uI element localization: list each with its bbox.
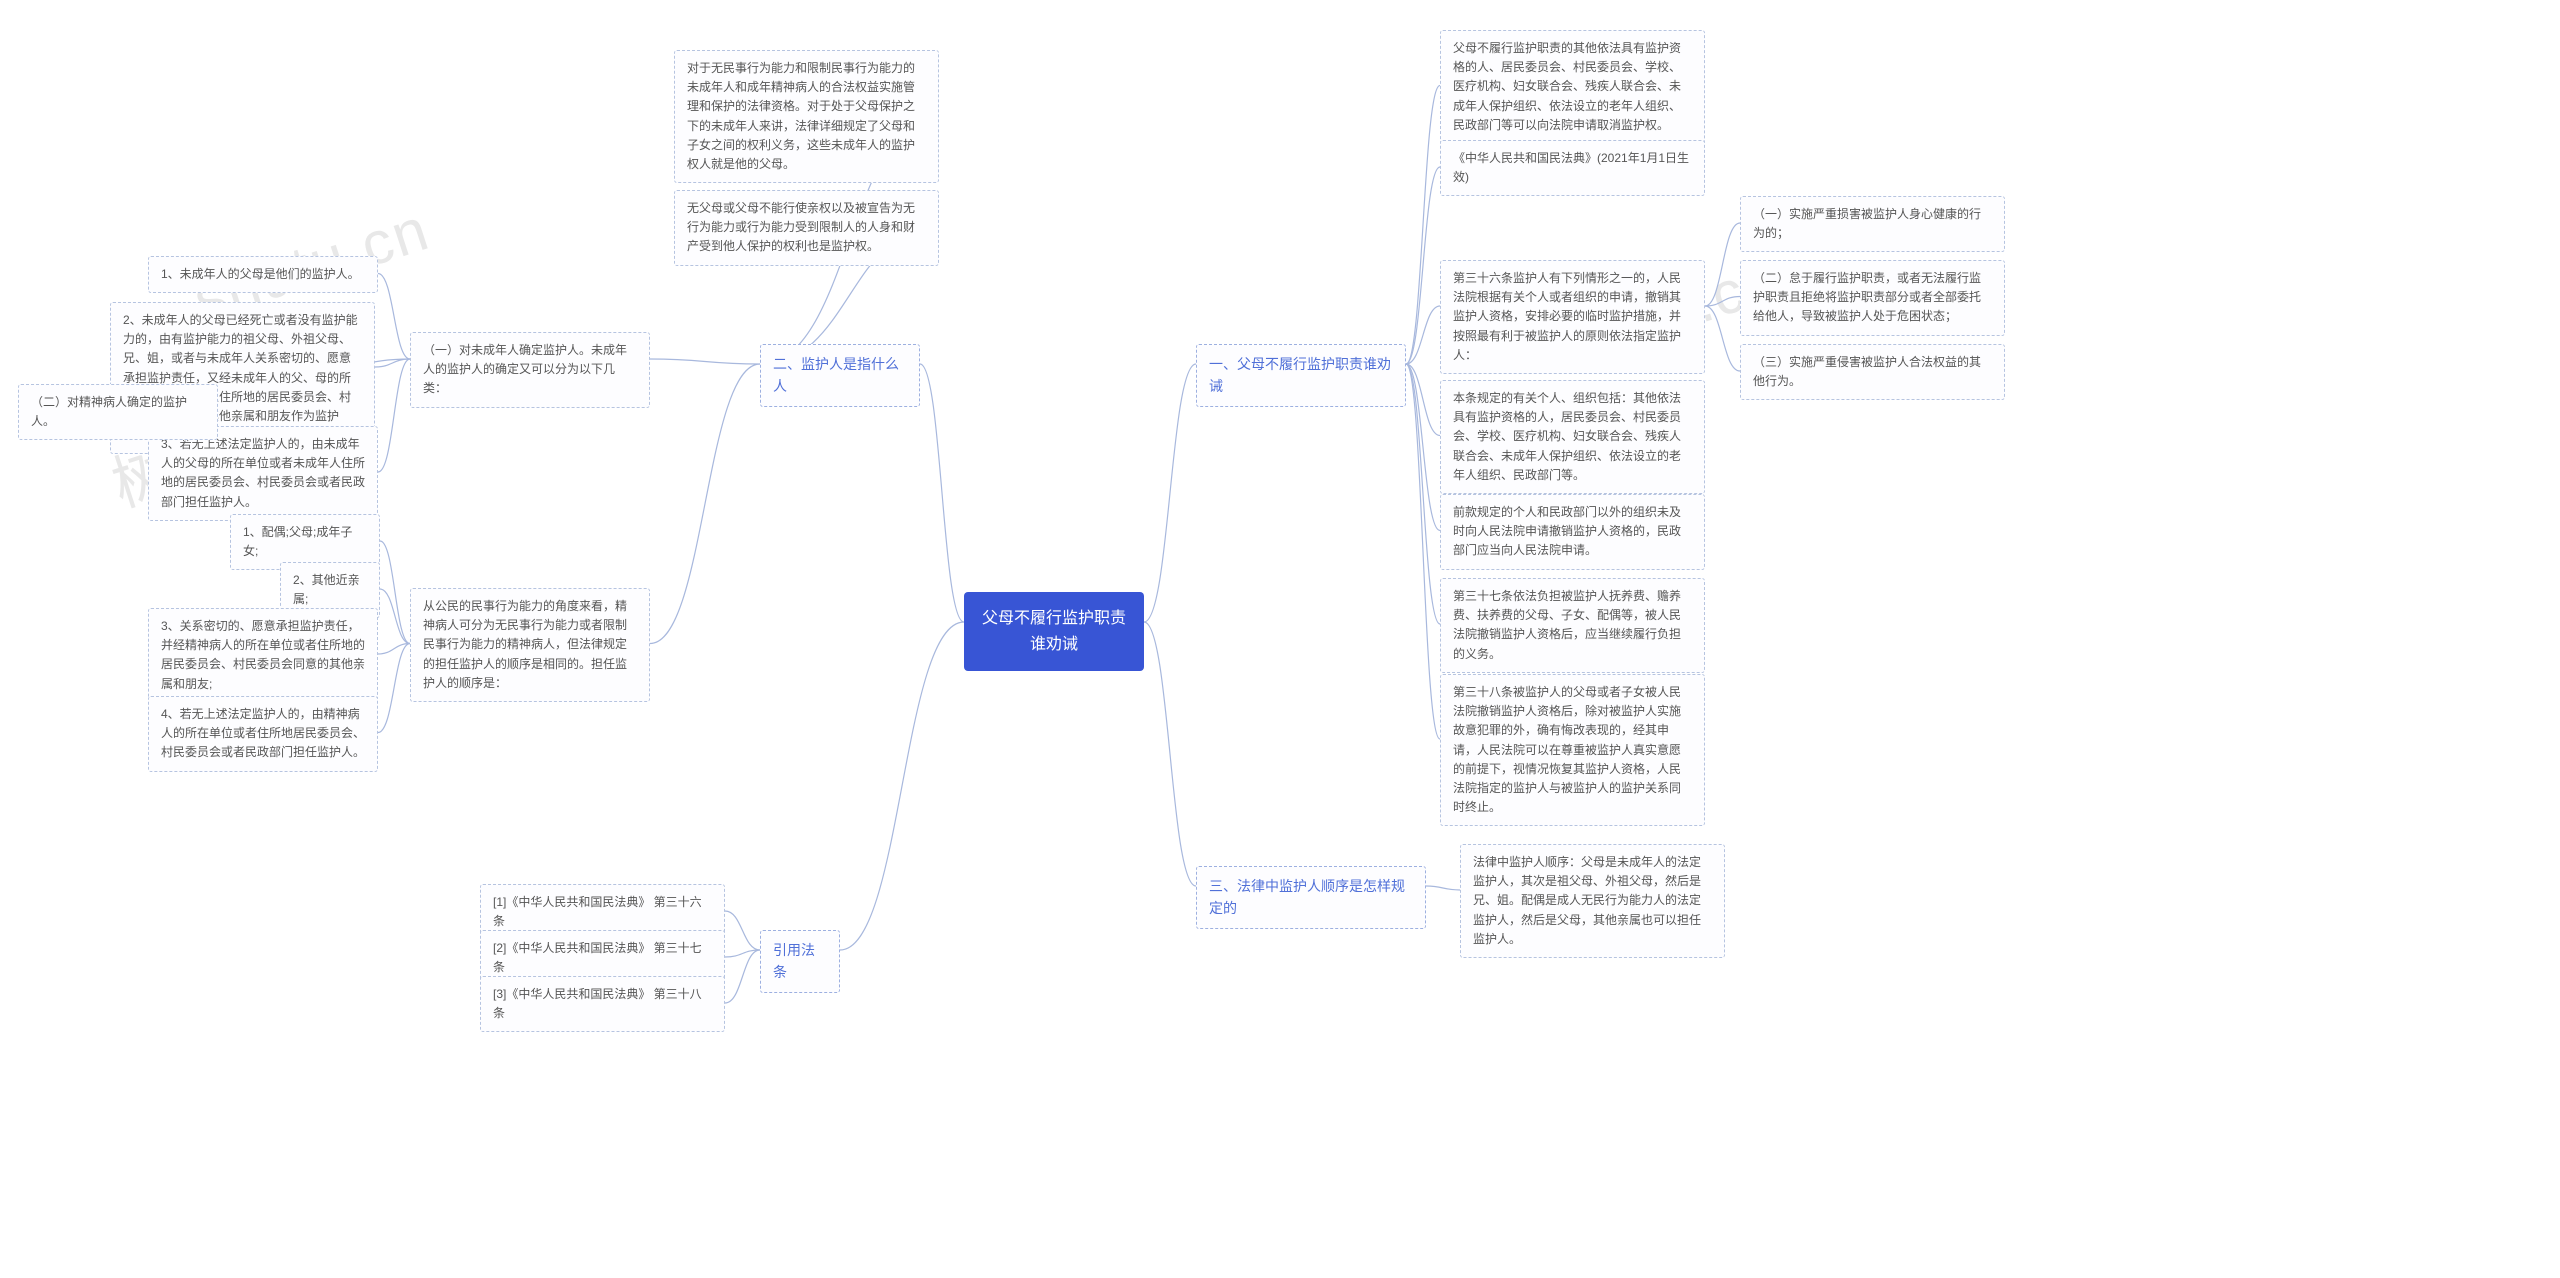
leaf-node: 对于无民事行为能力和限制民事行为能力的未成年人和成年精神病人的合法权益实施管理和… (674, 50, 939, 183)
connector (650, 364, 760, 644)
leaf-node: 3、若无上述法定监护人的，由未成年人的父母的所在单位或者未成年人住所地的居民委员… (148, 426, 378, 521)
connector (1406, 364, 1440, 531)
leaf-node: 第三十六条监护人有下列情形之一的，人民法院根据有关个人或者组织的申请，撤销其监护… (1440, 260, 1705, 374)
leaf-node: 无父母或父母不能行使亲权以及被宣告为无行为能力或行为能力受到限制人的人身和财产受… (674, 190, 939, 266)
leaf-node: 前款规定的个人和民政部门以外的组织未及时向人民法院申请撤销监护人资格的，民政部门… (1440, 494, 1705, 570)
connector (725, 950, 760, 1003)
leaf-node: 父母不履行监护职责的其他依法具有监护资格的人、居民委员会、村民委员会、学校、医疗… (1440, 30, 1705, 144)
connectors-svg (0, 0, 2560, 1278)
connector (1705, 223, 1740, 306)
connector (1426, 886, 1460, 890)
connector (920, 364, 964, 622)
leaf-node: 第三十七条依法负担被监护人抚养费、赡养费、扶养费的父母、子女、配偶等，被人民法院… (1440, 578, 1705, 673)
leaf-node: （二）怠于履行监护职责，或者无法履行监护职责且拒绝将监护职责部分或者全部委托给他… (1740, 260, 2005, 336)
connector (1144, 364, 1196, 622)
connector (840, 622, 964, 950)
leaf-node: [3]《中华人民共和国民法典》 第三十八条 (480, 976, 725, 1032)
connector (1705, 297, 1740, 307)
leaf-node: （三）实施严重侵害被监护人合法权益的其他行为。 (1740, 344, 2005, 400)
connector (1705, 306, 1740, 371)
connector (650, 359, 760, 364)
connector (1406, 86, 1440, 365)
leaf-node: 从公民的民事行为能力的角度来看，精神病人可分为无民事行为能力或者限制民事行为能力… (410, 588, 650, 702)
connector (1144, 622, 1196, 886)
connector (725, 911, 760, 950)
connector (378, 644, 410, 655)
leaf-node: 法律中监护人顺序：父母是未成年人的法定监护人，其次是祖父母、外祖父母，然后是兄、… (1460, 844, 1725, 958)
leaf-node: 《中华人民共和国民法典》(2021年1月1日生效) (1440, 140, 1705, 196)
leaf-node: （一）对未成年人确定监护人。未成年人的监护人的确定又可以分为以下几类： (410, 332, 650, 408)
connector (378, 359, 410, 472)
branch-node: 一、父母不履行监护职责谁劝诫 (1196, 344, 1406, 407)
leaf-node: 本条规定的有关个人、组织包括：其他依法具有监护资格的人，居民委员会、村民委员会、… (1440, 380, 1705, 494)
connector (378, 644, 410, 733)
leaf-node: 第三十八条被监护人的父母或者子女被人民法院撤销监护人资格后，除对被监护人实施故意… (1440, 674, 1705, 826)
connector (378, 274, 410, 360)
branch-node: 引用法条 (760, 930, 840, 993)
leaf-node: 1、未成年人的父母是他们的监护人。 (148, 256, 378, 293)
leaf-node: （二）对精神病人确定的监护人。 (18, 384, 218, 440)
branch-node: 三、法律中监护人顺序是怎样规定的 (1196, 866, 1426, 929)
connector (380, 589, 410, 644)
connector (380, 541, 410, 644)
leaf-node: 3、关系密切的、愿意承担监护责任，并经精神病人的所在单位或者住所地的居民委员会、… (148, 608, 378, 703)
connector (1406, 364, 1440, 739)
mindmap-canvas: shutu.cn树图shutu.cn树图父母不履行监护职责谁劝诫一、父母不履行监… (0, 0, 2560, 1278)
connector (1406, 364, 1440, 624)
leaf-node: 4、若无上述法定监护人的，由精神病人的所在单位或者住所地居民委员会、村民委员会或… (148, 696, 378, 772)
connector (725, 950, 760, 957)
center-node: 父母不履行监护职责谁劝诫 (964, 592, 1144, 671)
branch-node: 二、监护人是指什么人 (760, 344, 920, 407)
leaf-node: （一）实施严重损害被监护人身心健康的行为的； (1740, 196, 2005, 252)
